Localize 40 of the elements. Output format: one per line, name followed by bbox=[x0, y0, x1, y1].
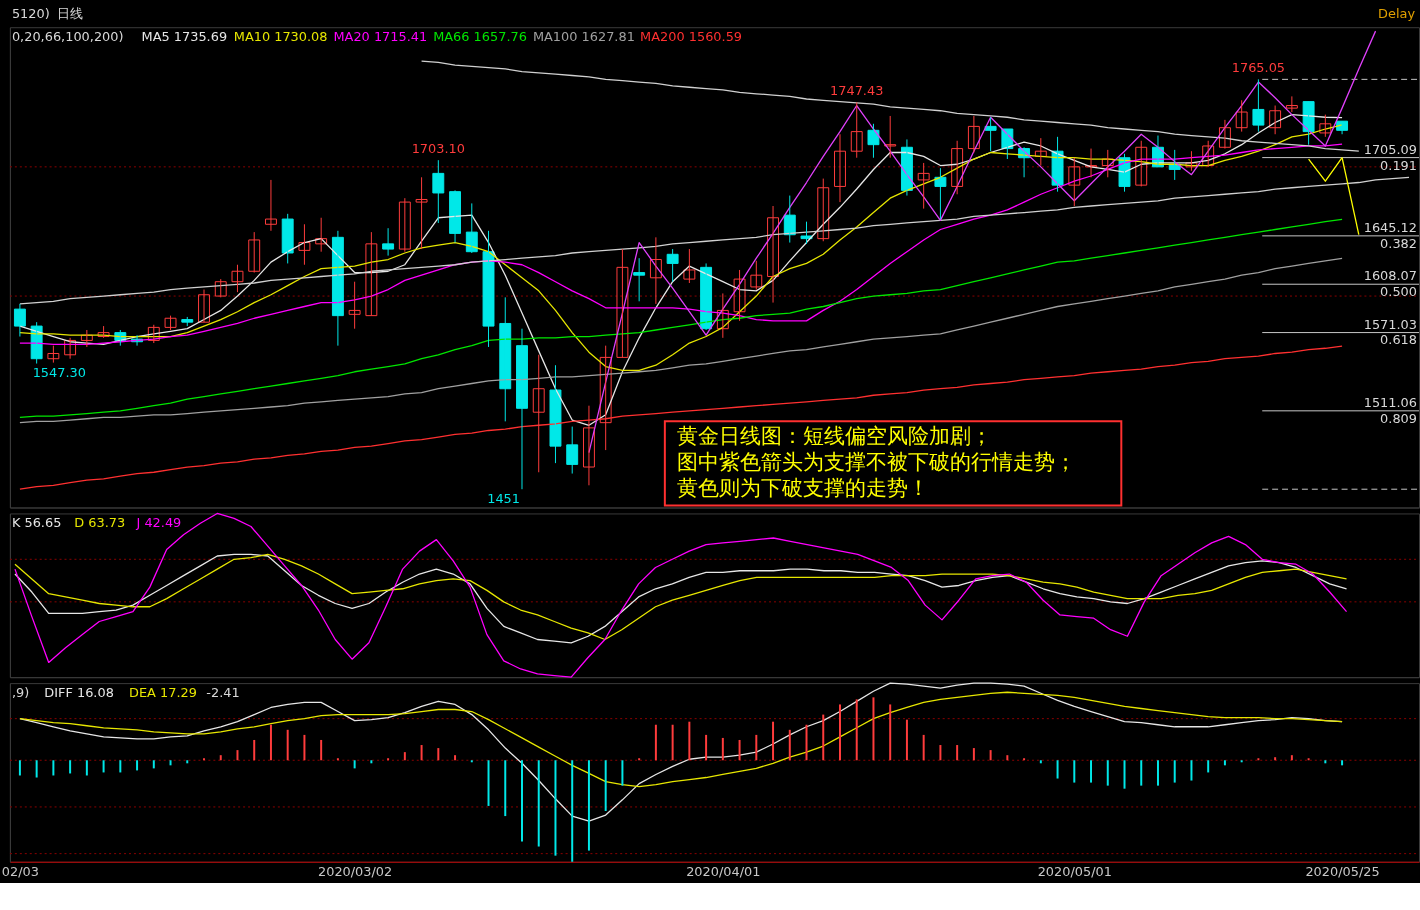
ref-line-label: 1511.06 bbox=[1363, 394, 1418, 410]
text: MA5 1735.69 bbox=[141, 29, 228, 45]
text: MA66 1657.76 bbox=[433, 29, 527, 45]
text: MA20 1715.41 bbox=[333, 29, 428, 45]
text: MA200 1560.59 bbox=[640, 29, 743, 45]
annotation: 0,20,66,100,200) bbox=[11, 29, 124, 45]
annotation: 1765.05 bbox=[1231, 60, 1286, 76]
annotation: 1747.43 bbox=[830, 83, 884, 99]
annotation: 0.382 bbox=[1380, 235, 1418, 251]
annotation: ,9) bbox=[11, 685, 30, 701]
annotation: 0.500 bbox=[1380, 284, 1418, 300]
annotation: 黄色则为下破支撑的走势！ bbox=[676, 475, 929, 500]
text: Delay bbox=[1378, 6, 1416, 22]
ref-line-label: 1705.09 bbox=[1363, 141, 1418, 157]
annotation: 1547.30 bbox=[32, 365, 86, 381]
annotation: 黄金日线图：短线偏空风险加剧； bbox=[676, 423, 992, 448]
annotation: 图中紫色箭头为支撑不被下破的行情走势； bbox=[676, 449, 1076, 474]
text: 日线 bbox=[57, 6, 84, 22]
annotation: 0.191 bbox=[1380, 157, 1418, 173]
text: MA100 1627.81 bbox=[532, 29, 635, 45]
x-tick-label: 2020/04/01 bbox=[686, 864, 761, 880]
x-tick-label: 02/03 bbox=[1, 864, 39, 880]
ref-line-label: 1645.12 bbox=[1363, 219, 1418, 235]
annotation: 1451 bbox=[487, 491, 521, 507]
annotation: 0.809 bbox=[1380, 410, 1418, 426]
ref-line-label: 1571.03 bbox=[1363, 316, 1418, 332]
series-label: DIFF 16.08 bbox=[44, 685, 114, 701]
text: D 63.73 bbox=[74, 515, 126, 531]
x-tick-label: 2020/05/01 bbox=[1037, 864, 1112, 880]
annotation: 1703.10 bbox=[411, 141, 465, 157]
text: DEA 17.29 bbox=[129, 685, 197, 701]
text: 5120) bbox=[11, 6, 50, 22]
ref-line-label: 1608.07 bbox=[1363, 268, 1418, 284]
text: MA10 1730.08 bbox=[233, 29, 328, 45]
x-tick-label: 2020/05/25 bbox=[1305, 864, 1380, 880]
series-label: J 42.49 bbox=[135, 515, 182, 531]
text: K 56.65 bbox=[11, 515, 62, 531]
annotation: 0.618 bbox=[1380, 332, 1418, 348]
annotation: -2.41 bbox=[206, 685, 240, 701]
x-tick-label: 2020/03/02 bbox=[317, 864, 393, 880]
